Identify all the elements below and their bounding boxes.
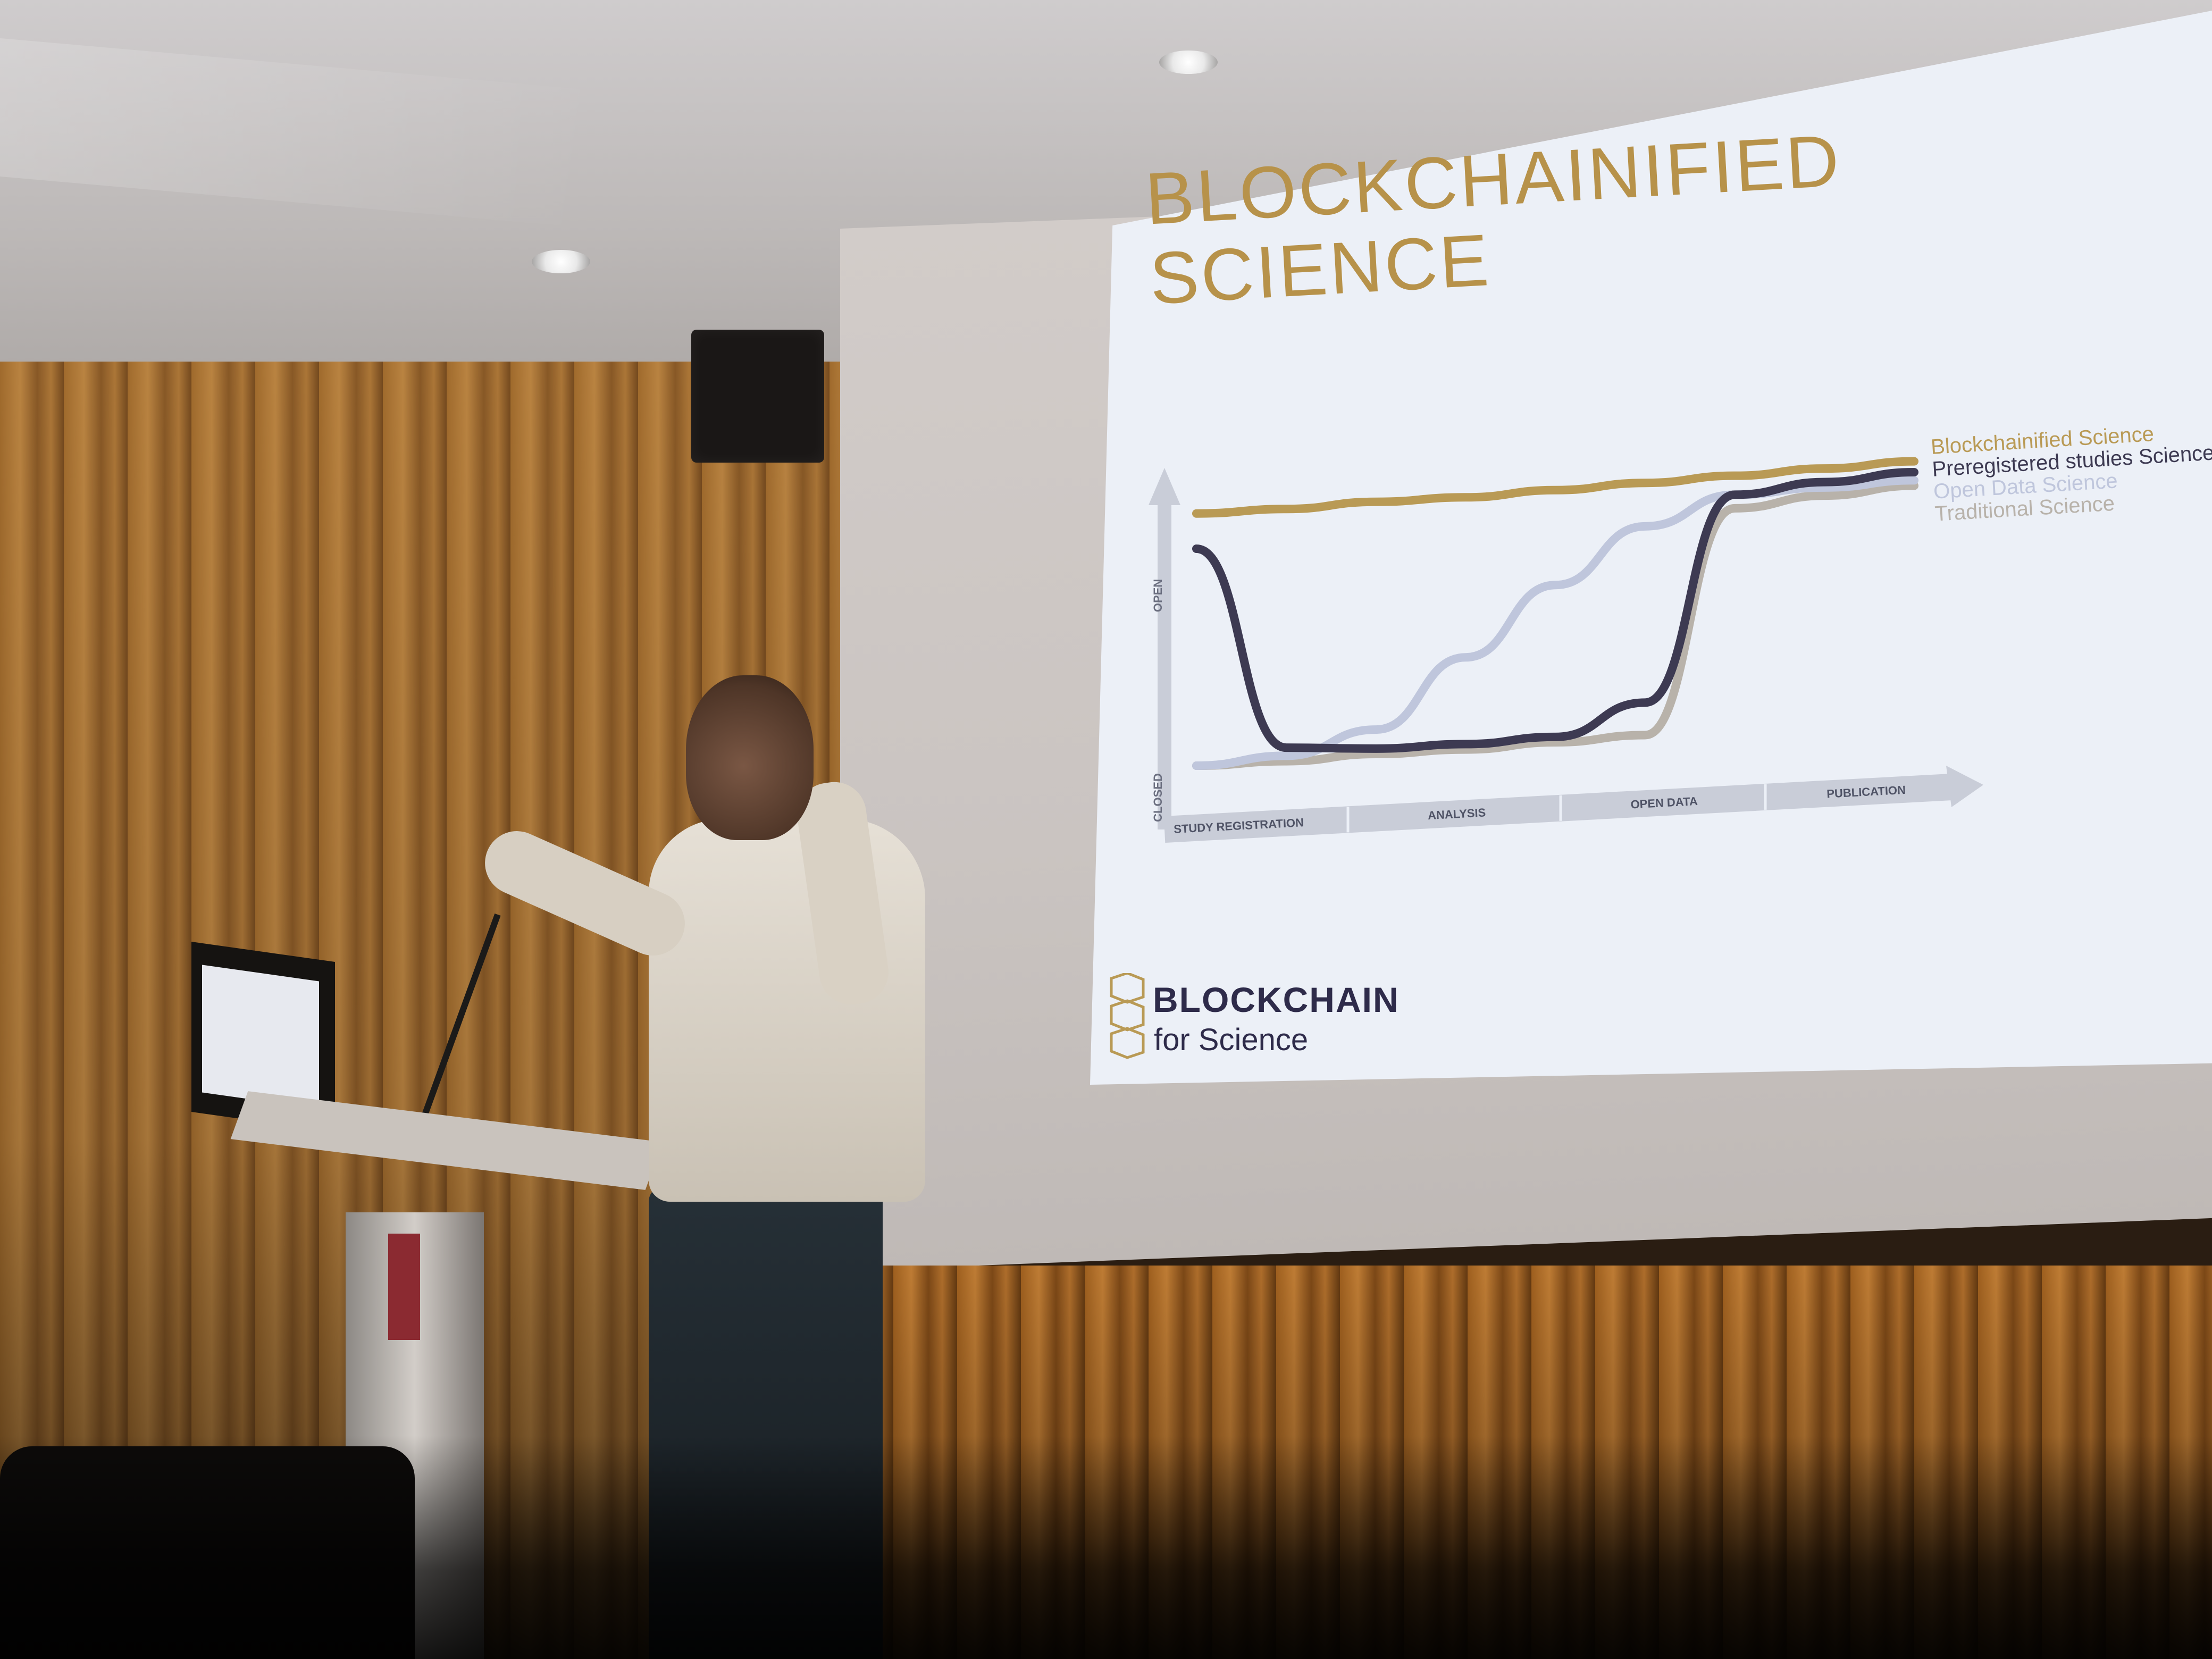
x-axis-arrow <box>1946 766 1983 807</box>
foreground-shadow <box>0 1436 2212 1659</box>
ceiling-light <box>1159 51 1218 74</box>
y-tick-label-open: OPEN <box>1151 579 1164 612</box>
podium-monitor-screen <box>202 965 319 1109</box>
brand-name: BLOCKCHAIN <box>1153 980 1400 1019</box>
y-axis-arrow <box>1149 468 1180 505</box>
podium-sign <box>388 1234 420 1340</box>
brand-tagline: for Science <box>1154 1023 1309 1057</box>
y-tick-label-closed: CLOSED <box>1151 773 1164 822</box>
speaker-head <box>686 675 814 840</box>
series-line-blockchainified <box>1192 457 1918 518</box>
series-line-open-data <box>1192 476 1918 770</box>
x-axis <box>1163 774 1953 843</box>
x-phase-label: ANALYSIS <box>1427 806 1486 822</box>
ceiling-light <box>532 250 590 273</box>
speaker-torso <box>649 819 925 1202</box>
chart-legend: Blockchainified Science Preregistered stu… <box>1930 420 2212 526</box>
brand-logo-block: BLOCKCHAIN for Science <box>1106 973 1531 1069</box>
hexagon-chain-icon <box>1110 973 1145 1059</box>
chart: CLOSED OPEN STUDY REGISTRATION ANALYSIS OPEN… <box>1143 425 2212 851</box>
series-line-traditional <box>1192 481 1918 770</box>
wall-speaker <box>691 330 824 463</box>
series-line-preregistered <box>1192 468 1918 753</box>
